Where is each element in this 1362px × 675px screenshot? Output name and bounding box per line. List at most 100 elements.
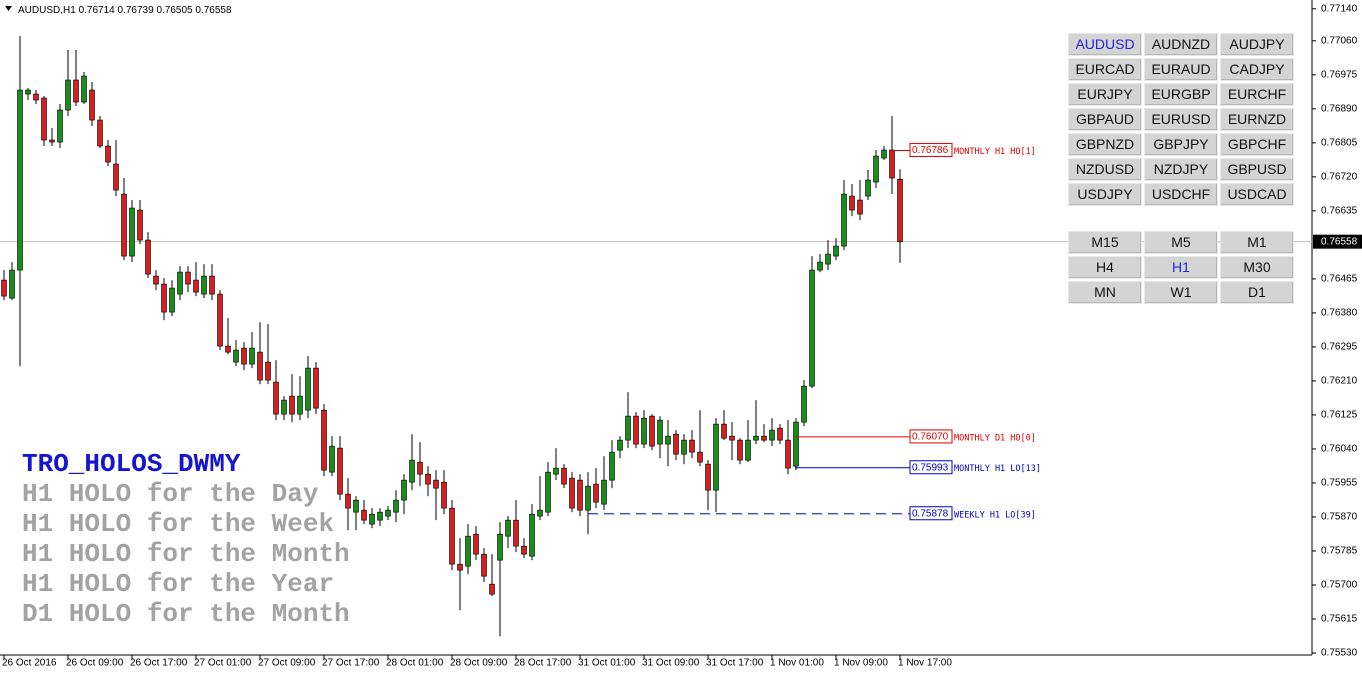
candle-body xyxy=(409,459,415,483)
candle-body xyxy=(457,563,463,571)
symbol-button[interactable]: EURCAD xyxy=(1068,58,1142,81)
timeframe-button[interactable]: M15 xyxy=(1068,231,1142,254)
candle-body xyxy=(161,283,167,313)
header-high: 0.76739 xyxy=(118,5,155,16)
timeframe-button[interactable]: W1 xyxy=(1144,281,1218,304)
level-price-box xyxy=(909,142,953,157)
candle-body xyxy=(201,275,207,295)
timeframe-button[interactable]: M5 xyxy=(1144,231,1218,254)
candle-body xyxy=(745,439,751,461)
symbol-button[interactable]: EURNZD xyxy=(1220,108,1294,131)
level-name: MONTHLY H1 LO[13] xyxy=(954,464,1041,474)
symbol-button[interactable]: EURCHF xyxy=(1220,83,1294,106)
candle-body xyxy=(297,395,303,415)
candle-body xyxy=(825,253,831,265)
symbol-button[interactable]: EURAUD xyxy=(1144,58,1218,81)
timeframe-button[interactable]: H1 xyxy=(1144,256,1218,279)
symbol-button[interactable]: USDCAD xyxy=(1220,183,1294,206)
candle-body xyxy=(449,507,455,565)
chart-header: AUDUSD,H1 0.76714 0.76739 0.76505 0.7655… xyxy=(18,5,232,16)
y-tick-label: 0.75615 xyxy=(1321,614,1358,625)
candle-body xyxy=(761,435,767,441)
level-price: 0.76786 xyxy=(912,145,949,156)
candle-body xyxy=(793,421,799,467)
candle-body xyxy=(681,439,687,455)
candle-body xyxy=(609,451,615,481)
timeframe-button[interactable]: H4 xyxy=(1068,256,1142,279)
symbol-button[interactable]: GBPAUD xyxy=(1068,108,1142,131)
candle-body xyxy=(113,163,119,191)
candle-body xyxy=(753,435,759,441)
candle-body xyxy=(9,269,15,299)
symbol-button[interactable]: AUDNZD xyxy=(1144,33,1218,56)
level-price: 0.75878 xyxy=(912,508,949,519)
candle-body xyxy=(337,447,343,495)
candle-body xyxy=(881,149,887,159)
symbol-button[interactable]: GBPUSD xyxy=(1220,158,1294,181)
candle-body xyxy=(497,533,503,561)
y-tick-label: 0.76380 xyxy=(1321,308,1358,319)
x-tick-label: 28 Oct 09:00 xyxy=(450,658,508,669)
candle-body xyxy=(617,439,623,451)
y-tick-label: 0.76890 xyxy=(1321,103,1358,114)
candle-body xyxy=(249,347,255,365)
symbol-button[interactable]: GBPJPY xyxy=(1144,133,1218,156)
candle-body xyxy=(689,439,695,453)
symbol-button[interactable]: CADJPY xyxy=(1220,58,1294,81)
y-tick-label: 0.76210 xyxy=(1321,376,1358,387)
candle-body xyxy=(537,509,543,517)
x-tick-label: 26 Oct 17:00 xyxy=(130,658,188,669)
candle-body xyxy=(473,533,479,555)
overlay-line: H1 HOLO for the Week xyxy=(22,509,334,539)
symbol-button[interactable]: EURJPY xyxy=(1068,83,1142,106)
timeframe-button[interactable]: M30 xyxy=(1220,256,1294,279)
symbol: AUDUSD,H1 xyxy=(18,5,76,16)
candle-body xyxy=(865,179,871,197)
candle-body xyxy=(841,193,847,247)
candle-body xyxy=(777,427,783,441)
x-tick-label: 26 Oct 2016 xyxy=(2,658,57,669)
candle-body xyxy=(321,409,327,471)
symbol-button[interactable]: AUDUSD xyxy=(1068,33,1142,56)
timeframe-button[interactable]: MN xyxy=(1068,281,1142,304)
candle-body xyxy=(897,178,903,242)
symbol-button[interactable]: AUDJPY xyxy=(1220,33,1294,56)
candle-body xyxy=(465,535,471,567)
candle-body xyxy=(193,279,199,293)
candle-body xyxy=(137,209,143,241)
symbol-button[interactable]: GBPCHF xyxy=(1220,133,1294,156)
y-tick-label: 0.76975 xyxy=(1321,69,1358,80)
candle-body xyxy=(481,553,487,577)
candle-body xyxy=(585,485,591,511)
candle-body xyxy=(209,275,215,295)
candle-body xyxy=(1,279,7,297)
candle-body xyxy=(121,193,127,257)
candle-body xyxy=(129,207,135,257)
symbol-button[interactable]: USDCHF xyxy=(1144,183,1218,206)
timeframe-button[interactable]: D1 xyxy=(1220,281,1294,304)
symbol-button[interactable]: USDJPY xyxy=(1068,183,1142,206)
candle-body xyxy=(641,417,647,445)
candle-body xyxy=(713,423,719,491)
timeframe-button[interactable]: M1 xyxy=(1220,231,1294,254)
symbol-button[interactable]: NZDUSD xyxy=(1068,158,1142,181)
candle-body xyxy=(329,445,335,473)
candle-body xyxy=(673,433,679,455)
candle-body xyxy=(65,79,71,111)
symbol-button[interactable]: NZDJPY xyxy=(1144,158,1218,181)
candle-body xyxy=(225,345,231,353)
symbol-button[interactable]: EURGBP xyxy=(1144,83,1218,106)
candle-body xyxy=(217,293,223,347)
candle-body xyxy=(809,269,815,387)
candle-body xyxy=(233,349,239,363)
candle-body xyxy=(529,513,535,557)
level-price-box xyxy=(909,460,953,475)
symbol-button[interactable]: EURUSD xyxy=(1144,108,1218,131)
y-tick-label: 0.75700 xyxy=(1321,580,1358,591)
candle-body xyxy=(705,463,711,491)
level-price-box xyxy=(909,506,953,521)
symbol-button[interactable]: GBPNZD xyxy=(1068,133,1142,156)
candle-body xyxy=(433,479,439,489)
x-tick-label: 26 Oct 09:00 xyxy=(66,658,124,669)
bid-label: 0.76558 xyxy=(1321,236,1358,247)
